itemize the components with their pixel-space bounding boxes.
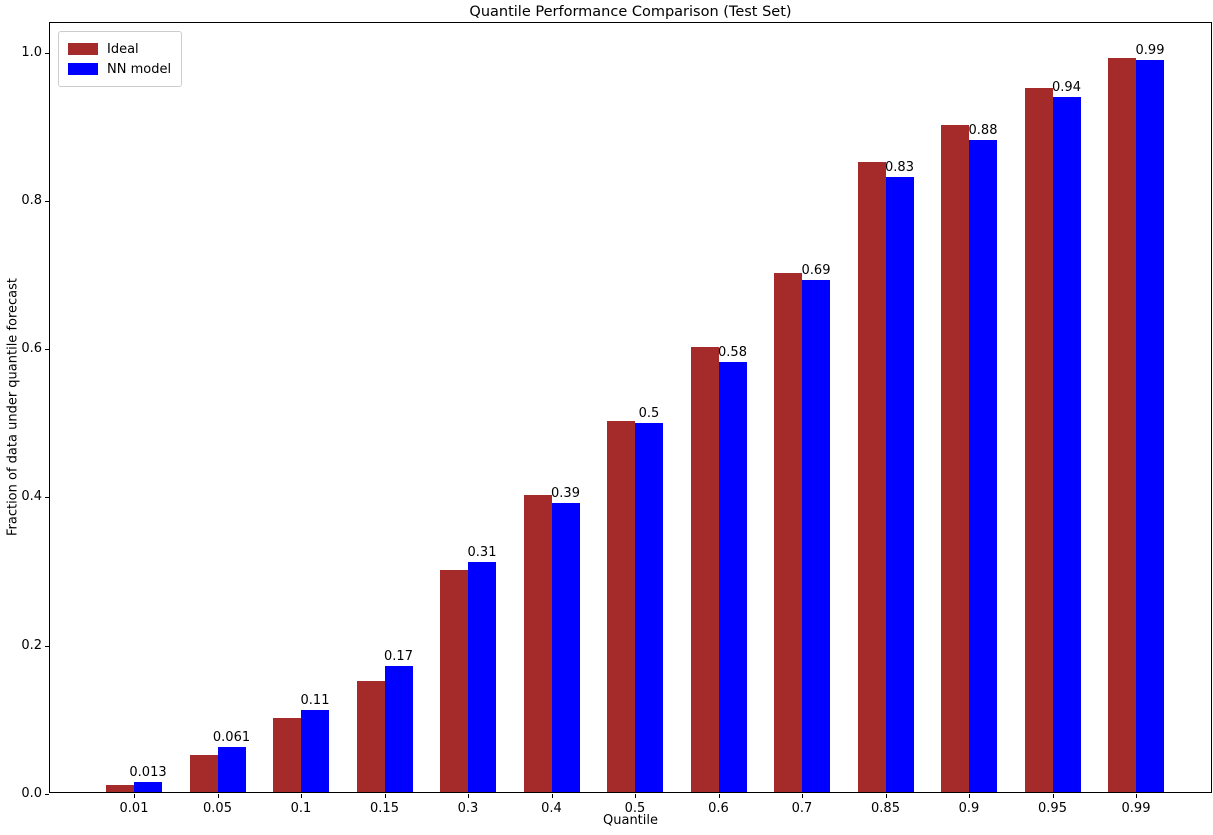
x-tick-mark [301,794,302,798]
x-tick-label: 0.7 [791,801,813,816]
bar-ideal-0.4 [523,495,552,792]
chart-title: Quantile Performance Comparison (Test Se… [469,4,792,20]
bar-value-label: 0.69 [801,263,831,279]
x-tick-mark [551,794,553,798]
x-tick-label: 0.4 [541,801,562,816]
legend-swatch-ideal [68,43,98,55]
x-tick-mark [468,794,469,798]
y-tick-label: 0.2 [21,637,42,653]
bar-value-label: 0.83 [885,159,914,175]
bar-value-label: 0.94 [1052,80,1081,96]
y-tick-label: 1.0 [21,44,42,60]
bar-nn-model-0.3 [468,562,496,792]
bar-ideal-0.1 [273,717,301,792]
y-tick-mark [45,794,49,795]
bar-value-label: 0.58 [718,345,747,361]
bar-nn-model-0.99 [1136,60,1164,792]
x-tick-label: 0.85 [871,801,900,816]
x-tick-mark [718,794,720,798]
legend-label-ideal: Ideal [107,41,139,57]
bar-value-label: 0.013 [129,765,167,781]
y-tick-mark [45,349,49,351]
legend: Ideal NN model [58,31,183,87]
legend-label-nn-model: NN model [107,61,172,77]
bar-value-label: 0.39 [551,485,580,501]
bar-ideal-0.7 [774,273,802,792]
bar-ideal-0.15 [356,680,385,792]
x-tick-mark [969,794,970,798]
bar-value-label: 0.99 [1135,43,1165,59]
bar-ideal-0.01 [106,784,134,792]
bar-nn-model-0.05 [217,746,246,792]
x-tick-label: 0.9 [958,801,980,816]
x-tick-mark [635,794,636,798]
x-tick-mark [802,794,803,798]
x-tick-label: 0.99 [1121,801,1151,816]
bar-value-label: 0.11 [300,693,330,709]
y-tick-label: 0.6 [21,341,42,357]
x-tick-mark [1052,794,1054,798]
bar-nn-model-0.95 [1052,97,1081,792]
bar-ideal-0.95 [1024,87,1053,792]
x-tick-mark [1136,794,1137,798]
bar-nn-model-0.4 [551,502,580,792]
bar-ideal-0.99 [1108,58,1136,792]
x-axis-label: Quantile [603,813,658,828]
bar-ideal-0.05 [189,754,218,792]
bar-nn-model-0.9 [969,139,997,792]
x-tick-label: 0.5 [624,801,646,816]
bar-nn-model-0.1 [301,710,329,792]
x-tick-mark [885,794,887,798]
bar-value-label: 0.061 [212,729,251,745]
bar-value-label: 0.17 [384,648,413,664]
bar-nn-model-0.6 [718,362,747,792]
bar-nn-model-0.01 [134,782,162,792]
x-tick-label: 0.01 [119,801,149,816]
y-axis-label: Fraction of data under quantile forecast [5,277,21,537]
legend-item-nn-model: NN model [68,59,171,79]
x-tick-label: 0.3 [457,801,479,816]
y-tick-label: 0.4 [21,489,42,505]
x-tick-label: 0.6 [708,801,729,816]
y-tick-mark [45,200,49,202]
bar-ideal-0.3 [440,569,468,792]
bar-value-label: 0.5 [638,405,660,421]
bar-nn-model-0.7 [802,280,830,792]
bar-ideal-0.5 [607,421,635,792]
bar-nn-model-0.5 [635,422,663,792]
x-tick-mark [384,794,386,798]
y-tick-label: 0.8 [21,192,42,208]
bar-value-label: 0.31 [467,545,497,561]
x-tick-label: 0.15 [370,801,399,816]
legend-item-ideal: Ideal [68,39,171,59]
x-tick-label: 0.1 [290,801,312,816]
y-tick-mark [45,52,49,54]
y-tick-label: 0.0 [21,786,42,801]
plot-area: 0.013 0.061 0.11 0.17 0.31 0.39 0.5 0.58 0.69 0.8… [21,22,1212,816]
y-tick-mark [45,497,49,499]
bar-nn-model-0.15 [384,665,413,792]
x-tick-label: 0.05 [203,801,232,816]
legend-swatch-nn-model [68,63,98,75]
bar-ideal-0.9 [941,124,969,792]
bar-ideal-0.6 [690,347,719,792]
x-tick-label: 0.95 [1038,801,1067,816]
x-tick-mark [134,794,135,798]
y-tick-mark [45,645,49,647]
bar-ideal-0.85 [857,161,886,792]
bar-nn-model-0.85 [885,176,914,792]
bar-value-label: 0.88 [968,122,998,138]
x-tick-mark [217,794,219,798]
